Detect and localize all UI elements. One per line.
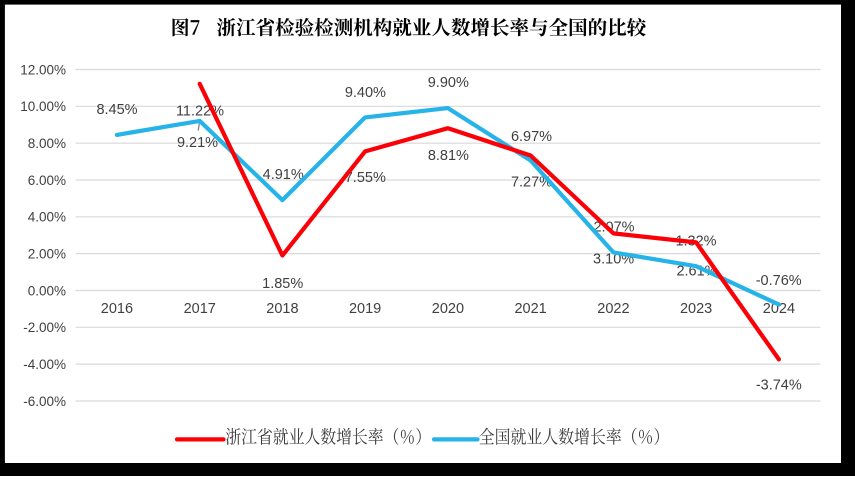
svg-text:8.45%: 8.45% bbox=[96, 102, 137, 118]
svg-text:2.00%: 2.00% bbox=[28, 247, 66, 262]
svg-text:7.27%: 7.27% bbox=[511, 175, 552, 191]
svg-text:7.55%: 7.55% bbox=[345, 170, 386, 186]
svg-text:6.97%: 6.97% bbox=[511, 129, 552, 145]
svg-text:2016: 2016 bbox=[101, 301, 133, 317]
svg-text:4.91%: 4.91% bbox=[263, 167, 304, 183]
svg-text:2023: 2023 bbox=[680, 301, 712, 317]
svg-text:2.61%: 2.61% bbox=[676, 263, 717, 279]
svg-text:6.00%: 6.00% bbox=[28, 173, 66, 188]
svg-text:9.40%: 9.40% bbox=[345, 85, 386, 101]
svg-text:9.90%: 9.90% bbox=[428, 75, 469, 91]
svg-text:-4.00%: -4.00% bbox=[23, 357, 66, 372]
svg-text:9.21%: 9.21% bbox=[177, 135, 218, 151]
svg-text:2022: 2022 bbox=[597, 301, 629, 317]
svg-text:8.81%: 8.81% bbox=[428, 148, 469, 164]
svg-text:1.85%: 1.85% bbox=[262, 276, 303, 292]
svg-text:2024: 2024 bbox=[763, 301, 795, 317]
svg-text:-3.74%: -3.74% bbox=[756, 377, 802, 393]
svg-text:2020: 2020 bbox=[432, 301, 464, 317]
svg-text:4.00%: 4.00% bbox=[28, 210, 66, 225]
svg-text:-2.00%: -2.00% bbox=[23, 320, 66, 335]
svg-text:0.00%: 0.00% bbox=[28, 283, 66, 298]
svg-text:8.00%: 8.00% bbox=[28, 136, 66, 151]
svg-text:2019: 2019 bbox=[349, 301, 381, 317]
svg-text:12.00%: 12.00% bbox=[20, 62, 66, 77]
svg-text:10.00%: 10.00% bbox=[20, 99, 66, 114]
svg-text:2018: 2018 bbox=[266, 301, 298, 317]
svg-text:-6.00%: -6.00% bbox=[23, 394, 66, 409]
svg-text:-0.76%: -0.76% bbox=[756, 273, 802, 289]
svg-text:2021: 2021 bbox=[514, 301, 546, 317]
svg-text:2017: 2017 bbox=[184, 301, 216, 317]
